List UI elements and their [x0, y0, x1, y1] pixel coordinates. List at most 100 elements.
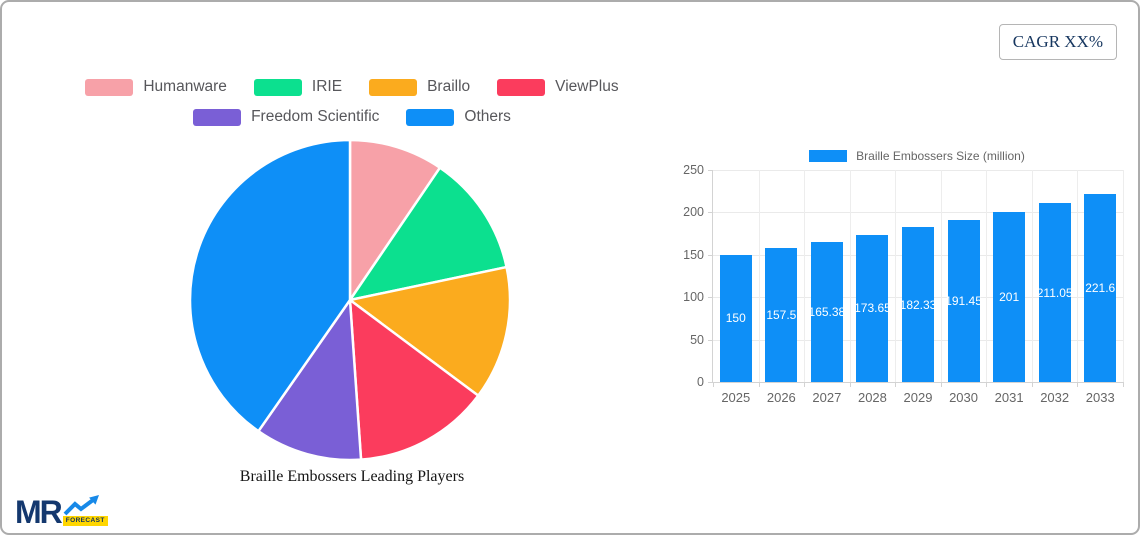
xtick-mark-7	[1031, 382, 1033, 387]
legend-swatch-others	[406, 108, 455, 126]
legend-swatch-viewplus	[497, 78, 546, 96]
xcat-label-2032: 2032	[1040, 390, 1070, 405]
bar-2025[interactable]: 150	[719, 254, 752, 382]
bar-2032[interactable]: 211.05	[1036, 203, 1073, 382]
legend-label-braillo: Braillo	[427, 78, 471, 95]
gridline-x-9	[1123, 170, 1124, 382]
xcat-label-2025: 2025	[721, 390, 751, 405]
bar-value-2032: 211.05	[1036, 285, 1073, 300]
xtick-mark-9	[1123, 382, 1124, 387]
bar-2027[interactable]: 165.38	[808, 241, 846, 382]
bar-value-2028: 173.65	[854, 301, 891, 316]
legend-item-freedom-scientific[interactable]: Freedom Scientific	[193, 108, 379, 126]
xtick-mark-0	[713, 382, 714, 387]
mrforecast-logo: MR FORECAST	[15, 494, 108, 531]
legend-swatch-braillo	[369, 78, 418, 96]
bar-value-2030: 191.45	[945, 293, 982, 308]
pie-slice-freedom-scientific[interactable]	[257, 298, 363, 462]
xtick-mark-1	[758, 382, 760, 387]
xtick-mark-3	[849, 382, 851, 387]
bar-value-2025: 150	[725, 311, 746, 326]
legend-swatch-humanware	[85, 78, 134, 96]
bar-2029[interactable]: 182.33	[899, 227, 937, 382]
trend-arrow-icon	[63, 494, 99, 515]
pie-legend-row-2: Freedom Scientific Others	[193, 108, 511, 126]
gridline-x-1	[758, 170, 760, 382]
ytick-label-200: 200	[683, 205, 704, 220]
pie-legend-row-1: Humanware IRIE Braillo ViewPlus	[85, 78, 619, 96]
pie-chart-title: Braille Embossers Leading Players	[239, 468, 465, 485]
pie-legend: Humanware IRIE Braillo ViewPlus Freedom Scie…	[2, 78, 702, 126]
gridline-x-4	[895, 170, 897, 382]
xcat-label-2028: 2028	[857, 390, 887, 405]
xcat-label-2033: 2033	[1085, 390, 1115, 405]
bar-value-2031: 201	[999, 289, 1020, 304]
ytick-mark-0	[708, 382, 713, 383]
legend-item-humanware[interactable]: Humanware	[85, 78, 227, 96]
bar-legend-swatch	[809, 150, 848, 162]
ytick-mark-50	[708, 339, 713, 341]
gridline-x-5	[940, 170, 942, 382]
xtick-mark-4	[895, 382, 897, 387]
ytick-mark-250	[708, 170, 713, 171]
legend-swatch-irie	[253, 78, 302, 96]
bar-plot-area: 0 50 100 150 200 250 150 2025 157.5 2026 165.38 202…	[683, 163, 1124, 405]
xcat-label-2029: 2029	[903, 390, 933, 405]
legend-label-viewplus: ViewPlus	[555, 78, 619, 95]
ytick-label-50: 50	[690, 332, 704, 347]
gridline-x-2	[804, 170, 806, 382]
legend-label-irie: IRIE	[311, 78, 343, 95]
xcat-label-2030: 2030	[949, 390, 978, 405]
ytick-mark-150	[708, 254, 713, 256]
legend-item-viewplus[interactable]: ViewPlus	[497, 78, 619, 96]
xtick-mark-6	[986, 382, 988, 387]
pie-slice-irie[interactable]	[348, 166, 508, 302]
legend-swatch-freedom-scientific	[193, 108, 242, 126]
ytick-label-250: 250	[683, 163, 704, 177]
bar-legend-label: Braille Embossers Size (million)	[856, 149, 1025, 163]
gridline-x-7	[1031, 170, 1033, 382]
pie-slice-viewplus[interactable]	[348, 298, 480, 461]
gridline-x-8	[1077, 170, 1079, 382]
bar-value-2026: 157.5	[766, 308, 797, 323]
xcat-label-2031: 2031	[994, 390, 1024, 405]
ytick-label-0: 0	[697, 375, 704, 389]
legend-label-others: Others	[464, 108, 511, 125]
bar-2030[interactable]: 191.45	[945, 219, 982, 382]
xtick-mark-8	[1077, 382, 1079, 387]
ytick-mark-100	[708, 297, 713, 299]
pie-slice-humanware[interactable]	[348, 138, 442, 302]
ytick-mark-200	[708, 212, 713, 214]
legend-item-irie[interactable]: IRIE	[253, 78, 343, 96]
bar-2028[interactable]: 173.65	[854, 234, 891, 382]
bar-chart-legend[interactable]: Braille Embossers Size (million)	[712, 149, 1122, 163]
legend-item-braillo[interactable]: Braillo	[369, 78, 470, 96]
pie-slice-braillo[interactable]	[348, 265, 512, 397]
logo-mr-text: MR	[15, 494, 63, 531]
bar-value-2033: 221.6	[1085, 281, 1116, 296]
pie-chart	[188, 138, 512, 462]
gridline-y-0	[713, 382, 1123, 383]
xtick-mark-5	[940, 382, 942, 387]
ytick-label-150: 150	[683, 247, 704, 262]
xcat-label-2027: 2027	[812, 390, 842, 405]
gridline-y-200	[713, 212, 1123, 214]
gridline-x-6	[986, 170, 988, 382]
legend-item-others[interactable]: Others	[406, 108, 511, 126]
xcat-label-2026: 2026	[766, 390, 796, 405]
legend-label-humanware: Humanware	[143, 78, 227, 95]
bar-2026[interactable]: 157.5	[765, 248, 798, 382]
bar-value-2027: 165.38	[808, 304, 846, 319]
gridline-y-250	[713, 170, 1123, 171]
logo-forecast-badge: FORECAST	[62, 515, 108, 526]
cagr-button[interactable]: CAGR XX%	[998, 24, 1117, 60]
gridline-x-3	[849, 170, 851, 382]
xtick-mark-2	[804, 382, 806, 387]
ytick-label-100: 100	[683, 290, 704, 305]
pie-slice-others[interactable]	[188, 138, 352, 433]
bar-2031[interactable]: 201	[993, 211, 1026, 382]
bar-chart-section: Braille Embossers Size (million) 0 50 100 1…	[683, 147, 1138, 422]
bar-2033[interactable]: 221.6	[1084, 194, 1117, 382]
bar-value-2029: 182.33	[899, 297, 937, 312]
